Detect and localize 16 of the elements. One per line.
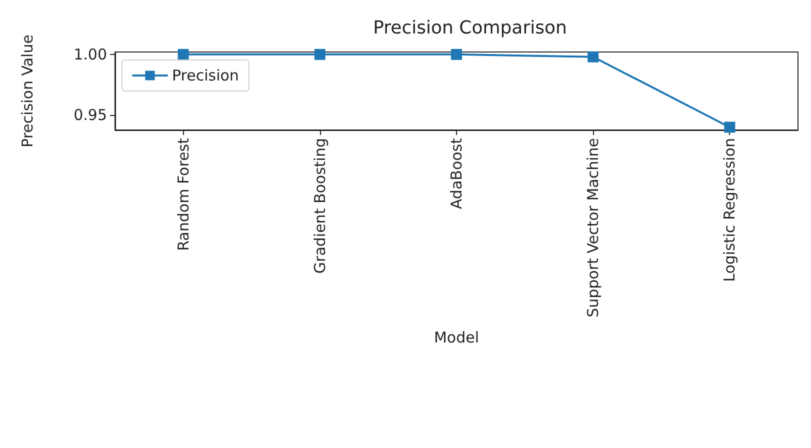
y-tick-label: 1.00 — [74, 45, 107, 64]
legend-label: Precision — [172, 66, 239, 84]
x-tick-label: Support Vector Machine — [584, 138, 602, 318]
point — [588, 51, 599, 62]
point — [314, 48, 326, 60]
point — [724, 122, 736, 133]
y-tick-label: 0.95 — [74, 106, 107, 124]
x-tick-label: Gradient Boosting — [310, 138, 329, 274]
y-axis-title: Precision Value — [18, 34, 36, 148]
x-axis-title: Model — [434, 328, 480, 346]
x-tick-label: Logistic Regression — [720, 138, 739, 282]
x-tick-label: Random Forest — [174, 138, 192, 251]
x-tick-label: AdaBoost — [448, 138, 466, 210]
chart-title: Precision Comparison — [373, 18, 567, 38]
point — [451, 48, 462, 60]
point — [178, 48, 189, 60]
